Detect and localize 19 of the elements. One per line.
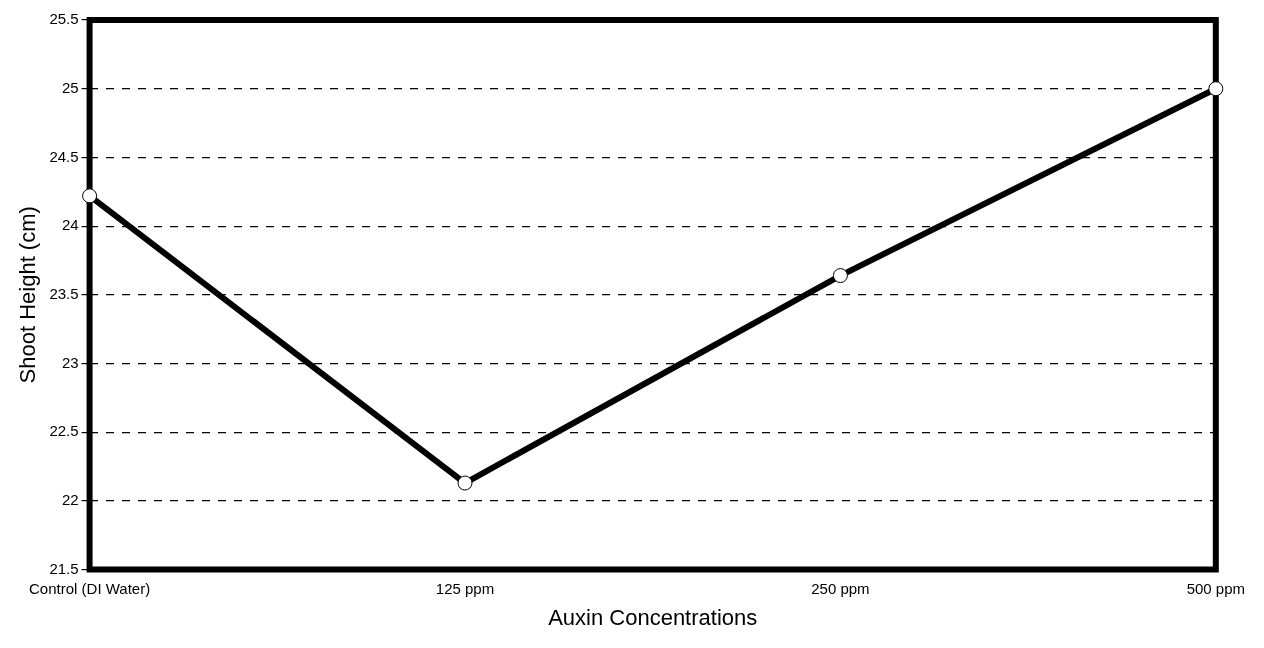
point xyxy=(82,188,98,204)
x-axis-title: Auxin Concentrations xyxy=(548,604,758,630)
y-tick-label: 24.5 xyxy=(49,147,79,165)
y-tick-label: 24 xyxy=(61,216,79,234)
y-tick-label: 23 xyxy=(61,353,79,371)
x-tick-label: 250 ppm xyxy=(811,579,870,597)
x-tick-label: 500 ppm xyxy=(1186,579,1245,597)
y-tick-label: 22 xyxy=(61,491,79,509)
point xyxy=(457,475,473,491)
y-tick-label: 23.5 xyxy=(49,284,79,302)
y-tick-label: 21.5 xyxy=(49,559,79,577)
x-tick-label: 125 ppm xyxy=(435,579,495,597)
y-tick-label: 22.5 xyxy=(49,422,79,440)
point xyxy=(1208,81,1224,97)
y-axis-title: Shoot Height (cm) xyxy=(15,206,41,384)
point xyxy=(832,268,848,284)
y-tick-label: 25 xyxy=(61,78,79,96)
x-tick-label: Control (DI Water) xyxy=(29,579,151,597)
y-tick-label: 25.5 xyxy=(49,10,79,28)
